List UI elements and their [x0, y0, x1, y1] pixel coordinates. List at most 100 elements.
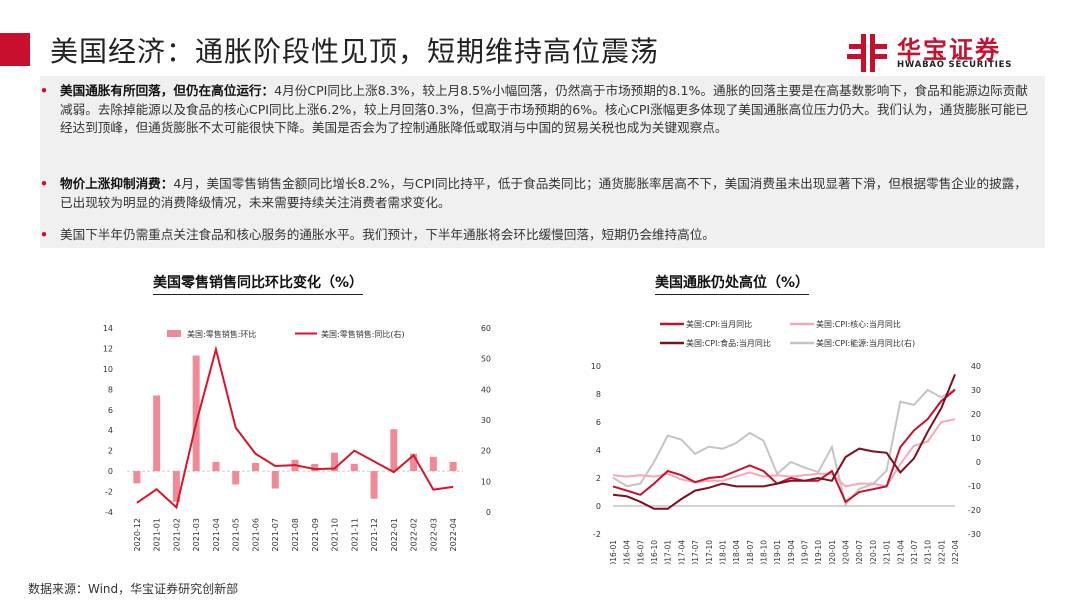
y-tick-label-left: 2 — [108, 447, 113, 456]
y-tick-label-left: 12 — [103, 344, 113, 353]
x-tick-label: 2022-02 — [410, 518, 419, 551]
x-tick-label: 2021-01 — [153, 518, 162, 551]
x-tick-label: 2020-07 — [855, 540, 864, 564]
y-tick-label-left: 14 — [103, 324, 113, 333]
series-line-cpi-yoy — [612, 389, 956, 504]
y-tick-label-right: 20 — [971, 410, 981, 419]
x-tick-label: 2019-07 — [801, 540, 810, 564]
bar — [212, 461, 220, 472]
y-tick-label-right: 0 — [976, 458, 981, 467]
x-tick-label: 2022-04 — [951, 540, 960, 564]
x-tick-label: 2020-04 — [842, 540, 851, 564]
y-tick-label-right: 40 — [481, 385, 491, 394]
x-tick-label: 2021-07 — [910, 540, 919, 564]
logo-text-cn: 华宝证券 — [897, 36, 1001, 64]
legend-label: 美国:CPI:能源:当月同比(右) — [816, 338, 915, 348]
bullet-item: • 美国下半年仍需重点关注食品和核心服务的通胀水平。我们预计，下半年通胀将会环比缓… — [40, 226, 1033, 245]
x-tick-label: 2018-10 — [759, 540, 768, 564]
y-tick-label-right: -30 — [968, 530, 981, 539]
x-tick-label: 2017-04 — [677, 540, 686, 564]
bar — [271, 471, 279, 489]
y-tick-label-right: 10 — [971, 434, 981, 443]
y-tick-label-left: 6 — [108, 406, 113, 415]
bullet-lead: 物价上涨抑制消费： — [60, 176, 174, 191]
x-tick-label: 2020-12 — [133, 518, 142, 551]
x-tick-label: 2022-03 — [429, 518, 438, 551]
y-tick-label-right: 30 — [481, 416, 491, 425]
x-tick-label: 2018-01 — [718, 540, 727, 564]
bar — [232, 471, 240, 485]
x-tick-label: 2016-07 — [636, 540, 645, 564]
y-tick-label-left: -4 — [105, 508, 113, 517]
y-tick-label-left: 10 — [591, 362, 601, 371]
chart-title-cpi: 美国通胀仍处高位（%） — [655, 272, 810, 295]
legend-label: 美国:CPI:核心:当月同比 — [816, 319, 901, 329]
bullet-dot: • — [40, 176, 49, 191]
summary-panel: • 美国通胀有所回落，但仍在高位运行：4月份CPI同比上涨8.3%，较上月8.5%… — [40, 76, 1045, 248]
y-tick-label-right: -20 — [968, 506, 981, 515]
bar — [251, 462, 259, 472]
bar — [410, 453, 418, 472]
bar — [449, 461, 457, 472]
x-tick-label: 2021-12 — [370, 518, 379, 551]
company-logo: 华宝证券 HWABAO SECURITIES — [845, 30, 1045, 74]
x-tick-label: 2021-03 — [192, 518, 201, 551]
bar — [153, 395, 161, 472]
bar — [390, 429, 398, 472]
y-tick-label-left: 8 — [596, 390, 601, 399]
y-tick-label-left: 2 — [596, 474, 601, 483]
x-tick-label: 2019-01 — [773, 540, 782, 564]
x-tick-label: 2021-05 — [232, 518, 241, 551]
data-source-note: 数据来源：Wind，华宝证券研究创新部 — [28, 582, 239, 596]
x-tick-label: 2020-01 — [828, 540, 837, 564]
series-line-energy-cpi-yoy — [612, 388, 956, 507]
legend-label: 美国:零售销售:环比 — [187, 329, 256, 339]
y-tick-label-left: 4 — [596, 446, 601, 455]
series-line-food-cpi-yoy — [612, 374, 956, 510]
legend-swatch-bar — [167, 330, 181, 337]
bar — [311, 463, 319, 472]
x-tick-label: 2021-06 — [251, 518, 260, 551]
bar — [331, 452, 339, 472]
x-tick-label: 2021-02 — [172, 518, 181, 551]
y-tick-label-left: 6 — [596, 418, 601, 427]
x-tick-label: 2016-10 — [650, 540, 659, 564]
y-tick-label-right: 40 — [971, 362, 981, 371]
hwabao-logo-icon — [847, 34, 887, 72]
bullet-dot: • — [40, 83, 49, 98]
series-line-retail-yoy — [136, 345, 454, 510]
y-tick-label-left: 0 — [108, 467, 113, 476]
x-tick-label: 2020-10 — [869, 540, 878, 564]
x-tick-label: 2021-10 — [331, 518, 340, 551]
y-tick-label-right: -10 — [968, 482, 981, 491]
legend-label: 美国:CPI:食品:当月同比 — [686, 338, 771, 348]
y-tick-label-left: -2 — [593, 530, 601, 539]
y-tick-label-right: 20 — [481, 447, 491, 456]
bullet-item: • 物价上涨抑制消费：4月，美国零售销售金额同比增长8.2%，与CPI同比持平，低… — [40, 175, 1033, 212]
title-accent-block — [0, 33, 30, 66]
x-tick-label: 2021-04 — [212, 518, 221, 551]
x-tick-label: 2018-07 — [746, 540, 755, 564]
bar — [133, 471, 141, 484]
bar — [172, 471, 180, 502]
x-tick-label: 2019-10 — [814, 540, 823, 564]
bar — [192, 355, 200, 472]
x-tick-label: 2021-08 — [291, 518, 300, 551]
y-tick-label-left: 10 — [103, 365, 113, 374]
y-tick-label-right: 50 — [481, 355, 491, 364]
y-tick-label-right: 60 — [481, 324, 491, 333]
y-tick-label-right: 10 — [481, 477, 491, 486]
y-tick-label-right: 0 — [486, 508, 491, 517]
bullet-item: • 美国通胀有所回落，但仍在高位运行：4月份CPI同比上涨8.3%，较上月8.5%… — [40, 82, 1033, 138]
x-tick-label: 2017-01 — [664, 540, 673, 564]
legend-label: 美国:零售销售:同比(右) — [321, 329, 405, 339]
x-tick-label: 2017-10 — [705, 540, 714, 564]
x-tick-label: 2022-01 — [937, 540, 946, 564]
x-tick-label: 2021-09 — [311, 518, 320, 551]
series-line-core-cpi-yoy — [612, 418, 956, 488]
x-tick-label: 2022-04 — [449, 518, 458, 551]
bar — [429, 456, 437, 472]
x-tick-label: 2019-04 — [787, 540, 796, 564]
legend-label: 美国:CPI:当月同比 — [686, 319, 752, 329]
